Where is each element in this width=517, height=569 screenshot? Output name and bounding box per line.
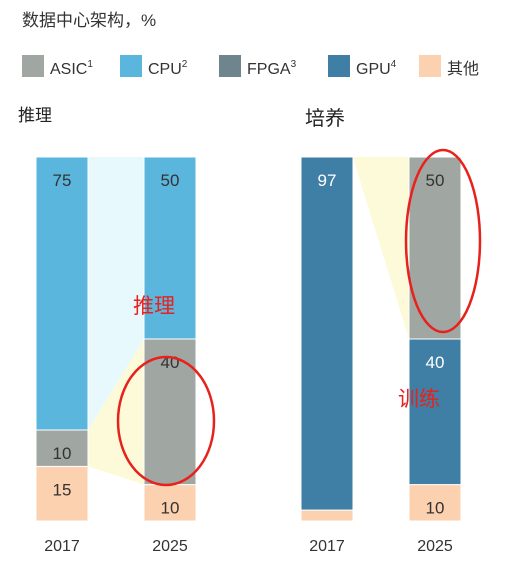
- legend-item-asic: ASIC1: [22, 55, 93, 78]
- x-tick-label-2025: 2025: [152, 538, 188, 555]
- data-label-其他-2017: 15: [53, 480, 72, 499]
- panel-培养: 培养 97 2017 10 40 50 2025 训练: [300, 107, 482, 555]
- legend-label: 其他: [447, 60, 479, 78]
- bar-segment-cpu-2017: [35, 156, 89, 431]
- bar-segment-cpu-2025: [143, 156, 197, 340]
- legend-superscript: 1: [87, 59, 93, 70]
- data-label-gpu-2017: 97: [318, 171, 337, 190]
- bar-segment-gpu-2025: [408, 338, 462, 486]
- connector-shade-asic: [353, 157, 409, 339]
- panel-title: 培养: [305, 107, 345, 130]
- legend-swatch: [219, 55, 241, 77]
- bar-segment-其他-2025: [408, 484, 462, 522]
- data-label-其他-2025: 10: [426, 499, 445, 518]
- legend-item-其他: 其他: [419, 55, 479, 78]
- data-label-其他-2025: 10: [161, 499, 180, 518]
- annotation-ellipse: [116, 355, 216, 487]
- legend-label: FPGA3: [247, 59, 297, 78]
- legend-swatch: [419, 55, 441, 77]
- legend-item-gpu: GPU4: [328, 55, 397, 78]
- legend-superscript: 4: [391, 59, 397, 70]
- data-label-gpu-2025: 40: [426, 353, 445, 372]
- legend-swatch: [22, 55, 44, 77]
- connector-shade-asic: [88, 339, 144, 485]
- legend-label: GPU4: [356, 59, 397, 78]
- chart-title: 数据中心架构，%: [22, 11, 156, 30]
- legend-item-fpga: FPGA3: [219, 55, 297, 78]
- data-label-asic-2025: 50: [426, 171, 445, 190]
- x-tick-label-2017: 2017: [309, 538, 345, 555]
- legend: ASIC1 CPU2 FPGA3 GPU4 其他: [22, 55, 479, 78]
- bar-segment-其他-2025: [143, 484, 197, 522]
- x-tick-label-2025: 2025: [417, 538, 453, 555]
- data-label-cpu-2025: 50: [161, 171, 180, 190]
- bar-segment-其他-2017: [300, 509, 354, 522]
- annotation-ellipse: [404, 148, 482, 334]
- bar-segment-其他-2017: [35, 465, 89, 522]
- legend-superscript: 2: [182, 59, 188, 70]
- legend-superscript: 3: [291, 59, 297, 70]
- annotation-text: 训练: [398, 388, 440, 411]
- data-label-asic-2017: 10: [53, 444, 72, 463]
- data-label-cpu-2017: 75: [53, 171, 72, 190]
- panels: 推理 15 10 75 2017 10 40 50 2025 推理 培养 97 2017 10 40 50 20…: [18, 106, 482, 555]
- legend-swatch: [120, 55, 142, 77]
- panel-title: 推理: [18, 106, 52, 125]
- annotation-text: 推理: [133, 295, 175, 318]
- x-tick-label-2017: 2017: [44, 538, 80, 555]
- legend-label: CPU2: [148, 59, 188, 78]
- bar-segment-gpu-2017: [300, 156, 354, 511]
- legend-swatch: [328, 55, 350, 77]
- legend-item-cpu: CPU2: [120, 55, 188, 78]
- legend-label: ASIC1: [50, 59, 93, 78]
